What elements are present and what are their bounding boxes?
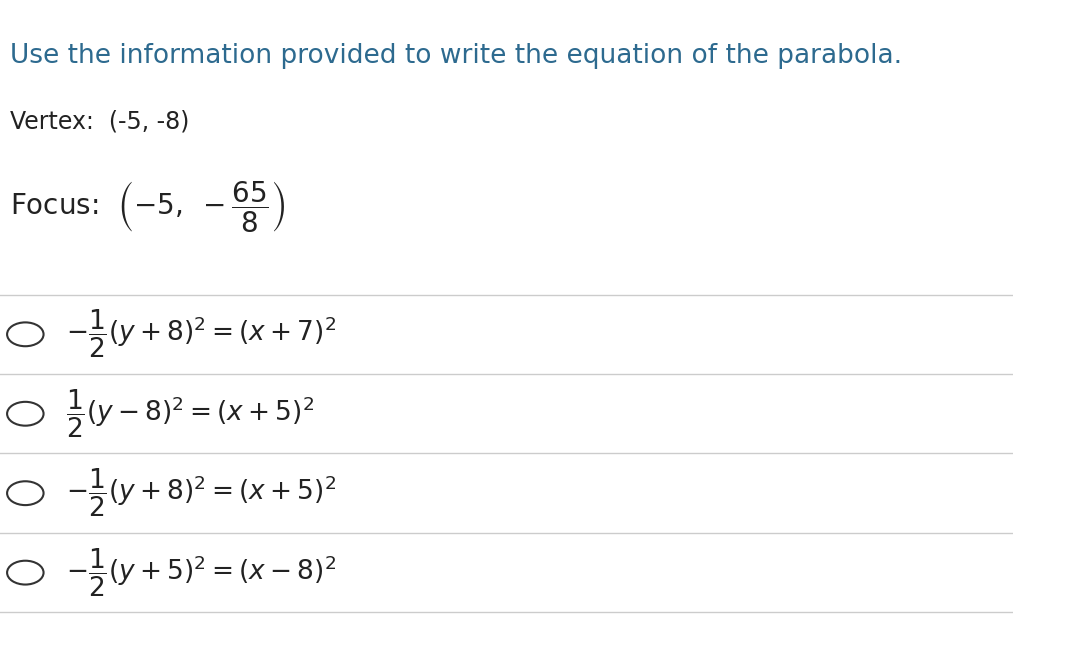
Text: Use the information provided to write the equation of the parabola.: Use the information provided to write th…	[10, 43, 902, 69]
Text: $-\dfrac{1}{2}(y+8)^2 = (x+7)^2$: $-\dfrac{1}{2}(y+8)^2 = (x+7)^2$	[66, 308, 336, 360]
Text: $-\dfrac{1}{2}(y+8)^2 = (x+5)^2$: $-\dfrac{1}{2}(y+8)^2 = (x+5)^2$	[66, 467, 336, 519]
Text: $\dfrac{1}{2}(y-8)^2 = (x+5)^2$: $\dfrac{1}{2}(y-8)^2 = (x+5)^2$	[66, 388, 314, 440]
Text: Vertex:  (-5, -8): Vertex: (-5, -8)	[10, 109, 190, 133]
Text: $-\dfrac{1}{2}(y+5)^2 = (x-8)^2$: $-\dfrac{1}{2}(y+5)^2 = (x-8)^2$	[66, 547, 336, 598]
Text: Focus:  $\left(-5,\ -\dfrac{65}{8}\right)$: Focus: $\left(-5,\ -\dfrac{65}{8}\right)…	[10, 179, 286, 234]
